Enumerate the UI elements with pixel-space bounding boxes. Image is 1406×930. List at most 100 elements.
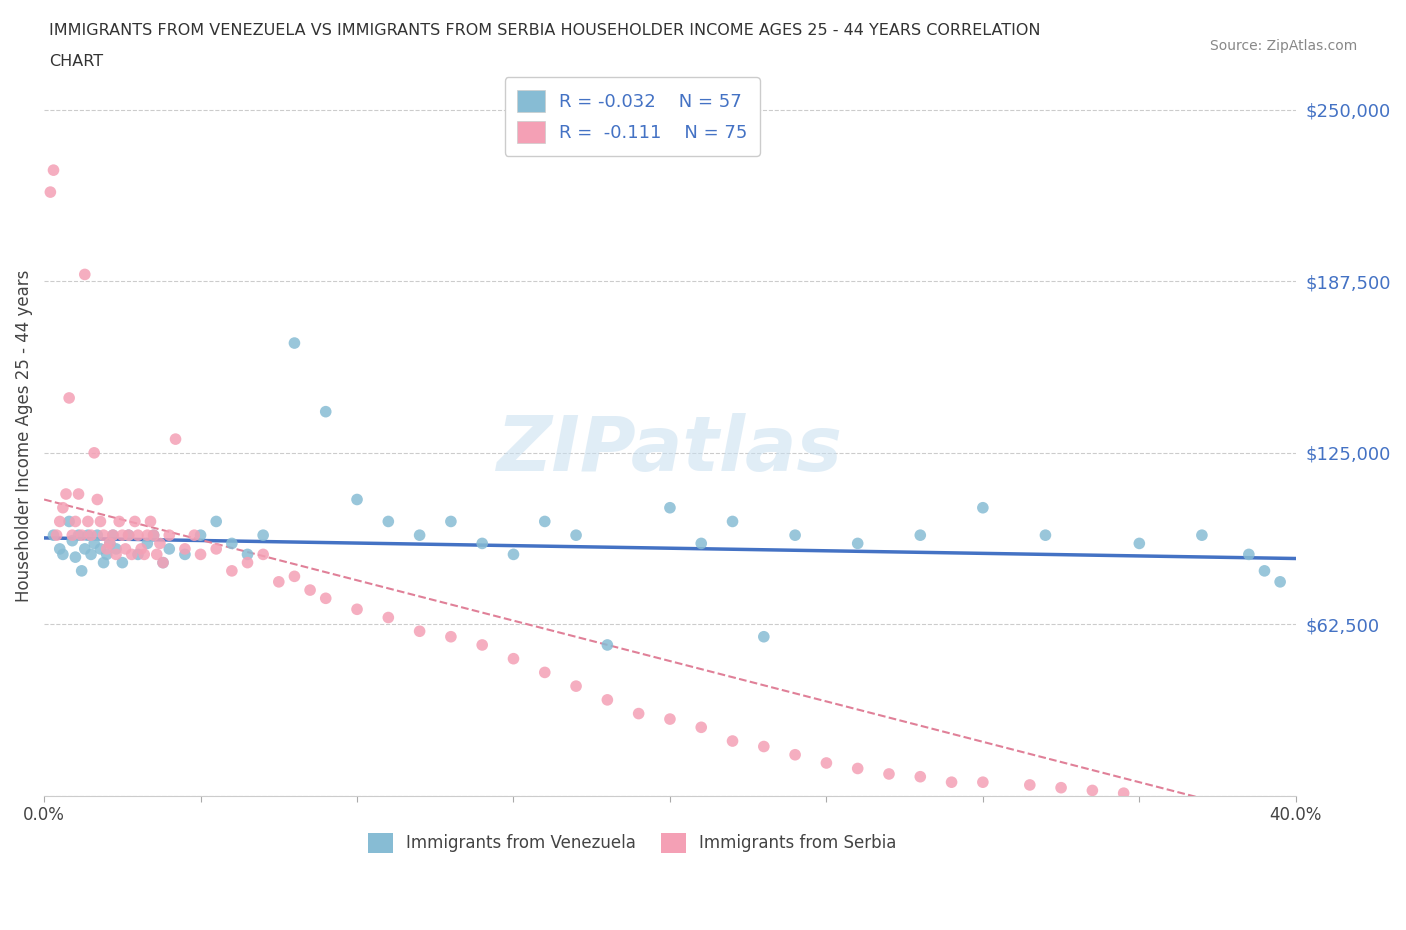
Point: [596, 638, 619, 653]
Point: [139, 514, 162, 529]
Point: [721, 514, 744, 529]
Point: [127, 527, 149, 542]
Point: [96, 541, 118, 556]
Point: [73, 267, 96, 282]
Point: [157, 541, 180, 556]
Point: [145, 547, 167, 562]
Point: [65, 514, 87, 529]
Point: [267, 575, 290, 590]
Point: [93, 527, 115, 542]
Point: [49, 514, 72, 529]
Point: [65, 550, 87, 565]
Point: [70, 527, 93, 542]
Point: [221, 536, 243, 551]
Point: [52, 500, 75, 515]
Point: [252, 547, 274, 562]
Point: [101, 527, 124, 542]
Y-axis label: Householder Income Ages 25 - 44 years: Householder Income Ages 25 - 44 years: [15, 270, 32, 602]
Point: [910, 527, 932, 542]
Point: [190, 547, 212, 562]
Point: [1112, 786, 1135, 801]
Point: [127, 547, 149, 562]
Point: [596, 693, 619, 708]
Point: [721, 734, 744, 749]
Point: [785, 527, 807, 542]
Point: [86, 527, 108, 542]
Point: [77, 514, 100, 529]
Legend: Immigrants from Venezuela, Immigrants from Serbia: Immigrants from Venezuela, Immigrants fr…: [361, 826, 904, 859]
Point: [658, 711, 681, 726]
Point: [752, 739, 775, 754]
Point: [142, 527, 165, 542]
Point: [101, 527, 124, 542]
Point: [785, 748, 807, 763]
Point: [377, 514, 399, 529]
Point: [565, 679, 588, 694]
Point: [98, 536, 121, 551]
Point: [1191, 527, 1213, 542]
Point: [58, 514, 80, 529]
Point: [846, 536, 869, 551]
Point: [55, 486, 77, 501]
Point: [83, 445, 105, 460]
Point: [471, 536, 494, 551]
Point: [157, 527, 180, 542]
Point: [67, 527, 90, 542]
Point: [136, 527, 159, 542]
Point: [533, 665, 555, 680]
Point: [129, 541, 152, 556]
Point: [1018, 777, 1040, 792]
Point: [1128, 536, 1150, 551]
Point: [205, 514, 228, 529]
Point: [45, 527, 67, 542]
Point: [86, 492, 108, 507]
Point: [121, 547, 143, 562]
Point: [152, 555, 174, 570]
Point: [1035, 527, 1057, 542]
Point: [408, 624, 430, 639]
Point: [346, 492, 368, 507]
Point: [941, 775, 963, 790]
Point: [174, 547, 197, 562]
Point: [1237, 547, 1260, 562]
Point: [49, 541, 72, 556]
Point: [533, 514, 555, 529]
Point: [136, 536, 159, 551]
Point: [690, 720, 713, 735]
Point: [205, 541, 228, 556]
Point: [114, 541, 136, 556]
Point: [658, 500, 681, 515]
Point: [42, 527, 65, 542]
Point: [315, 591, 337, 605]
Point: [108, 514, 131, 529]
Point: [96, 547, 118, 562]
Point: [93, 555, 115, 570]
Point: [972, 500, 994, 515]
Point: [471, 638, 494, 653]
Point: [252, 527, 274, 542]
Point: [1050, 780, 1073, 795]
Point: [565, 527, 588, 542]
Point: [152, 555, 174, 570]
Point: [236, 547, 259, 562]
Point: [60, 533, 83, 548]
Point: [877, 766, 900, 781]
Point: [39, 185, 62, 200]
Point: [183, 527, 205, 542]
Text: IMMIGRANTS FROM VENEZUELA VS IMMIGRANTS FROM SERBIA HOUSEHOLDER INCOME AGES 25 -: IMMIGRANTS FROM VENEZUELA VS IMMIGRANTS …: [49, 23, 1040, 38]
Point: [221, 564, 243, 578]
Point: [752, 630, 775, 644]
Point: [846, 761, 869, 776]
Point: [77, 527, 100, 542]
Point: [80, 547, 103, 562]
Point: [815, 755, 838, 770]
Point: [134, 547, 156, 562]
Point: [105, 541, 128, 556]
Point: [690, 536, 713, 551]
Point: [440, 630, 463, 644]
Point: [124, 514, 146, 529]
Point: [190, 527, 212, 542]
Point: [1081, 783, 1104, 798]
Point: [283, 569, 305, 584]
Point: [1268, 575, 1291, 590]
